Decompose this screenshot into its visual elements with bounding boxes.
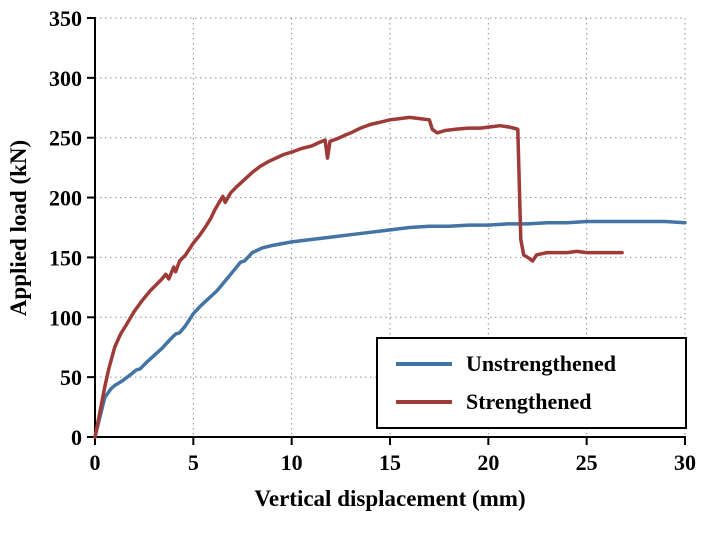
y-tick-label: 150 [49,245,82,270]
x-tick-label: 30 [674,450,696,475]
legend: Unstrengthened Strengthened [376,337,687,429]
legend-label-strengthened: Strengthened [466,389,592,414]
series-line-strengthened [93,115,624,439]
x-tick-label: 5 [188,450,199,475]
x-tick-label: 0 [90,450,101,475]
legend-item-strengthened: Strengthened [396,389,685,415]
legend-item-unstrengthened: Unstrengthened [396,351,685,377]
x-tick-label: 10 [281,450,303,475]
legend-label-unstrengthened: Unstrengthened [466,351,616,376]
y-tick-label: 350 [49,6,82,31]
unstrengthened-line-swatch [396,362,452,366]
strengthened-line-swatch [396,400,452,404]
x-axis-label: Vertical displacement (mm) [254,486,525,511]
y-tick-label: 50 [60,365,82,390]
y-tick-label: 300 [49,66,82,91]
series-line-unstrengthened [93,219,687,439]
x-tick-label: 25 [576,450,598,475]
y-axis-label: Applied load (kN) [6,140,31,316]
y-tick-label: 0 [71,425,82,450]
x-tick-label: 15 [379,450,401,475]
y-tick-label: 100 [49,305,82,330]
y-tick-label: 250 [49,126,82,151]
y-tick-label: 200 [49,186,82,211]
x-tick-label: 20 [477,450,499,475]
